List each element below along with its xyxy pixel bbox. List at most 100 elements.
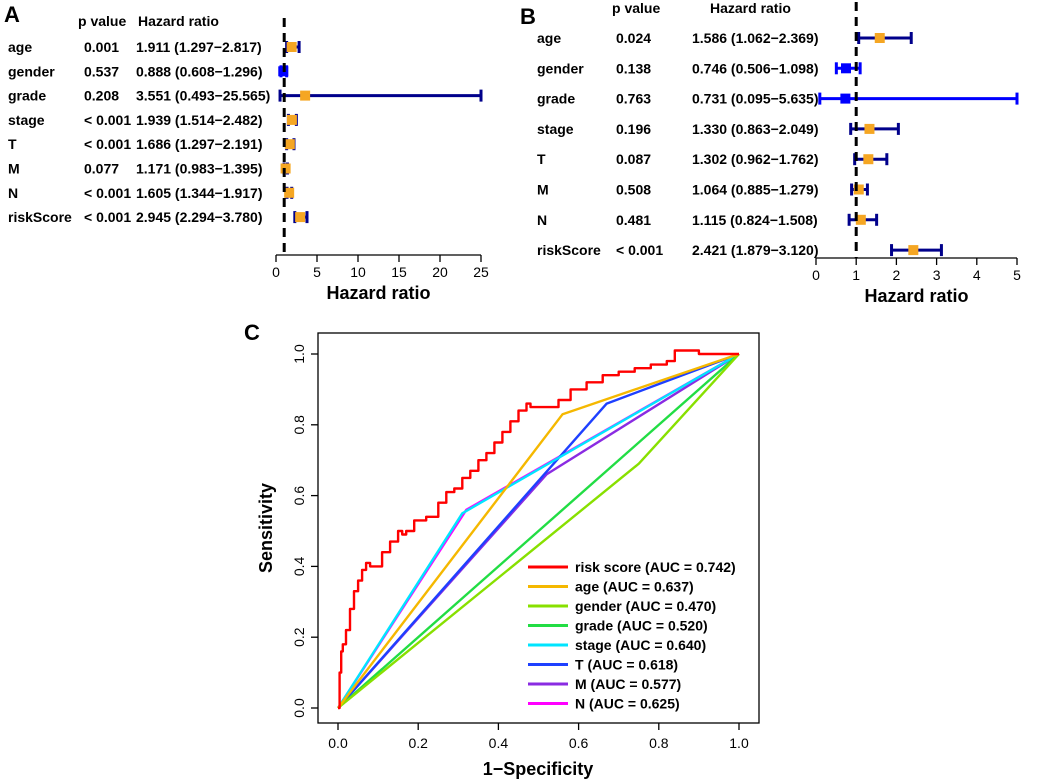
x-tick-label: 0.2 xyxy=(408,735,428,751)
y-tick-label: 0.8 xyxy=(291,415,307,435)
row-label: M xyxy=(537,182,549,198)
row-pvalue: 0.481 xyxy=(616,212,651,228)
row-hr-text: 1.586 (1.062−2.369) xyxy=(692,30,819,46)
hr-point xyxy=(284,187,295,198)
x-tick-label: 4 xyxy=(973,267,981,283)
hr-point xyxy=(840,93,851,104)
row-label: T xyxy=(537,151,546,167)
hr-point xyxy=(840,63,851,74)
x-tick-label: 10 xyxy=(350,264,366,280)
panel-b-hr-header: Hazard ratio xyxy=(710,0,791,16)
row-hr-text: 3.551 (0.493−25.565) xyxy=(136,88,270,104)
roc-curve xyxy=(337,352,740,709)
y-axis-title: Sensitivity xyxy=(256,483,276,573)
legend-entry: N (AUC = 0.625) xyxy=(575,696,680,712)
row-label: age xyxy=(8,39,32,55)
row-pvalue: 0.138 xyxy=(616,60,651,76)
hr-point xyxy=(286,42,297,52)
row-label: stage xyxy=(537,121,574,137)
x-tick-label: 25 xyxy=(473,264,489,280)
row-hr-text: 1.605 (1.344−1.917) xyxy=(136,185,263,201)
row-hr-text: 1.302 (0.962−1.762) xyxy=(692,151,819,167)
legend-entry: M (AUC = 0.577) xyxy=(575,676,681,692)
x-axis-title: Hazard ratio xyxy=(864,286,968,306)
hr-point xyxy=(908,245,919,256)
row-hr-text: 1.171 (0.983−1.395) xyxy=(136,161,263,177)
x-tick-label: 0.6 xyxy=(569,735,589,751)
row-label: riskScore xyxy=(8,209,72,225)
panel-c-letter: C xyxy=(244,320,260,345)
roc-plot: 0.0 0.2 0.4 0.6 0.8 1.0 0.0 0.2 0.4 0.6 0.8 1.0 1−Sp… xyxy=(256,332,760,779)
hr-point xyxy=(300,90,311,101)
hr-point xyxy=(853,184,864,195)
roc-curve xyxy=(337,353,740,709)
hr-point xyxy=(286,114,297,125)
row-pvalue: 0.763 xyxy=(616,91,651,107)
x-tick-label: 0 xyxy=(812,267,820,283)
x-tick-label: 0 xyxy=(272,264,280,280)
row-pvalue: < 0.001 xyxy=(84,185,131,201)
x-tick-label: 2 xyxy=(893,267,901,283)
y-tick-label: 0.4 xyxy=(291,556,307,576)
row-label: N xyxy=(8,185,18,201)
x-tick-label: 3 xyxy=(933,267,941,283)
y-tick-label: 0.0 xyxy=(291,698,307,718)
y-tick-label: 1.0 xyxy=(291,344,307,364)
x-tick-label: 15 xyxy=(391,264,407,280)
row-hr-text: 0.731 (0.095−5.635) xyxy=(692,91,819,107)
row-hr-text: 1.911 (1.297−2.817) xyxy=(136,39,262,55)
roc-curve xyxy=(336,352,740,709)
row-hr-text: 1.330 (0.863−2.049) xyxy=(692,121,819,137)
x-axis-title: 1−Specificity xyxy=(483,759,594,779)
plot-frame xyxy=(317,332,760,724)
x-tick-label: 1 xyxy=(852,267,860,283)
row-label: M xyxy=(8,161,20,177)
legend-entry: grade (AUC = 0.520) xyxy=(575,618,708,634)
panel-a-pvalue-header: p value xyxy=(78,13,126,29)
row-pvalue: 0.087 xyxy=(616,151,651,167)
panel-a-letter: A xyxy=(4,2,20,27)
legend-entry: T (AUC = 0.618) xyxy=(575,657,678,673)
legend-entry: stage (AUC = 0.640) xyxy=(575,637,706,653)
x-tick-label: 0.0 xyxy=(328,735,348,751)
hr-point xyxy=(295,212,306,223)
legend-entry: risk score (AUC = 0.742) xyxy=(575,559,736,575)
legend-entry: age (AUC = 0.637) xyxy=(575,579,694,595)
row-pvalue: < 0.001 xyxy=(84,209,131,225)
y-tick-label: 0.6 xyxy=(291,486,307,506)
row-label: N xyxy=(537,212,547,228)
forest-plot-b: age 0.024 1.586 (1.062−2.369) gender 0.138 0.… xyxy=(537,2,1021,306)
row-hr-text: 2.945 (2.294−3.780) xyxy=(136,209,263,225)
hr-point xyxy=(864,123,875,134)
x-axis-title: Hazard ratio xyxy=(326,283,430,303)
roc-curve xyxy=(337,352,740,709)
row-hr-text: 0.746 (0.506−1.098) xyxy=(692,60,819,76)
forest-plot-a: age 0.001 1.911 (1.297−2.817) gender 0.537 0.… xyxy=(8,18,489,303)
hr-point xyxy=(863,154,874,165)
row-label: gender xyxy=(537,60,584,76)
row-label: grade xyxy=(537,91,575,107)
hr-point xyxy=(284,139,295,150)
legend-entry: gender (AUC = 0.470) xyxy=(575,598,716,614)
row-pvalue: 0.077 xyxy=(84,161,119,177)
row-hr-text: 0.888 (0.608−1.296) xyxy=(136,63,263,79)
roc-curve xyxy=(337,353,740,709)
y-tick-label: 0.2 xyxy=(291,627,307,647)
row-label: age xyxy=(537,30,561,46)
x-tick-label: 20 xyxy=(432,264,448,280)
row-hr-text: 1.115 (0.824−1.508) xyxy=(692,212,818,228)
hr-point xyxy=(874,33,885,43)
row-label: grade xyxy=(8,88,46,104)
row-hr-text: 1.686 (1.297−2.191) xyxy=(136,136,263,152)
hr-point xyxy=(855,214,866,225)
row-pvalue: 0.001 xyxy=(84,39,119,55)
row-pvalue: 0.024 xyxy=(616,30,651,46)
row-pvalue: 0.208 xyxy=(84,88,119,104)
row-label: riskScore xyxy=(537,242,601,258)
panel-b-pvalue-header: p value xyxy=(612,0,660,16)
row-pvalue: 0.508 xyxy=(616,182,651,198)
x-tick-label: 5 xyxy=(313,264,321,280)
panel-b-letter: B xyxy=(520,4,536,29)
x-tick-label: 5 xyxy=(1013,267,1021,283)
